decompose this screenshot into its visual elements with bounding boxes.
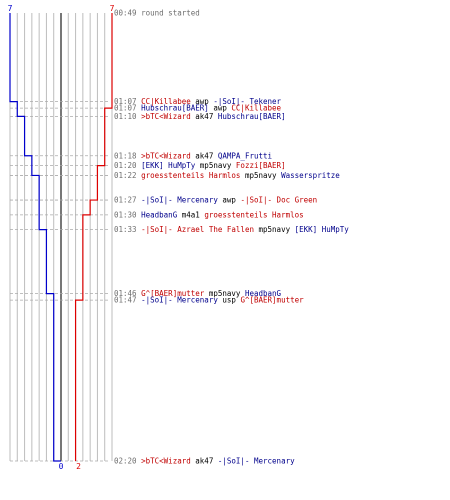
event-victim: groesstenteils Harmlos xyxy=(204,210,303,219)
event-weapon: awp xyxy=(191,97,214,106)
event-weapon: m4a1 xyxy=(177,210,204,219)
event-time: 01:47 xyxy=(114,296,141,305)
event-entry: 01:07 Hubschrau[BAER] awp CC|Killabee xyxy=(114,104,282,113)
event-weapon: awp xyxy=(209,104,232,113)
event-killer: >bTC<Wizard xyxy=(141,457,191,466)
event-victim: Hubschrau[BAER] xyxy=(218,112,286,121)
event-victim: HeadbanG xyxy=(245,289,282,298)
event-weapon: mp5navy xyxy=(195,161,236,170)
red-team-line xyxy=(74,13,113,461)
event-entry: 01:20 [EKK] HuMpTy mp5navy Fozzi[BAER] xyxy=(114,161,286,170)
event-time: 01:18 xyxy=(114,151,141,160)
event-time: 01:46 xyxy=(114,289,141,298)
event-killer: [EKK] HuMpTy xyxy=(141,161,196,170)
event-time: 01:30 xyxy=(114,210,141,219)
event-weapon: ak47 xyxy=(191,457,218,466)
event-log: 00:49 round started 01:07 CC|Killabee awp… xyxy=(114,9,349,466)
event-time: 01:07 xyxy=(114,104,141,113)
event-weapon: usp xyxy=(218,296,241,305)
blue-team-line xyxy=(9,13,61,462)
event-weapon: mp5navy xyxy=(204,289,245,298)
event-entry: 01:18 >bTC<Wizard ak47 QAMPA_Frutti xyxy=(114,151,272,160)
player-count-grid xyxy=(9,13,113,461)
event-victim: -|SoI|- Tekener xyxy=(213,97,281,106)
event-entry: 01:47 -|SoI|- Mercenary usp G^[BAER]mutt… xyxy=(114,296,304,305)
event-victim: -|SoI|- Doc Green xyxy=(240,196,317,205)
event-weapon: ak47 xyxy=(191,112,218,121)
event-killer: HeadbanG xyxy=(141,210,178,219)
count-labels: 7 7 0 2 xyxy=(8,4,115,471)
event-weapon: mp5navy xyxy=(254,225,295,234)
event-killer: -|SoI|- Mercenary xyxy=(141,196,218,205)
event-time: 01:27 xyxy=(114,196,141,205)
event-victim: -|SoI|- Mercenary xyxy=(218,457,295,466)
event-entry: 01:30 HeadbanG m4a1 groesstenteils Harml… xyxy=(114,210,304,219)
event-message: round started xyxy=(141,9,200,18)
event-killer: >bTC<Wizard xyxy=(141,112,191,121)
event-victim: [EKK] HuMpTy xyxy=(295,225,350,234)
event-entry: 01:33 -|SoI|- Azrael The Fallen mp5navy … xyxy=(114,225,349,234)
team-lines xyxy=(9,13,113,462)
event-entry: 01:07 CC|Killabee awp -|SoI|- Tekener xyxy=(114,97,282,106)
event-time: 01:20 xyxy=(114,161,141,170)
event-victim: Wasserspritze xyxy=(281,171,340,180)
event-killer: CC|Killabee xyxy=(141,97,191,106)
event-weapon: ak47 xyxy=(191,151,218,160)
event-time: 00:49 xyxy=(114,9,141,18)
event-weapon: awp xyxy=(218,196,241,205)
blue-final-count: 0 xyxy=(59,462,64,471)
event-entry: 01:46 G^[BAER]mutter mp5navy HeadbanG xyxy=(114,289,282,298)
event-victim: CC|Killabee xyxy=(231,104,281,113)
blue-start-count: 7 xyxy=(8,4,13,13)
event-time: 01:22 xyxy=(114,171,141,180)
event-time: 01:33 xyxy=(114,225,141,234)
event-entry: 01:22 groesstenteils Harmlos mp5navy Was… xyxy=(114,171,340,180)
event-killer: Hubschrau[BAER] xyxy=(141,104,209,113)
event-killer: >bTC<Wizard xyxy=(141,151,191,160)
event-time: 01:07 xyxy=(114,97,141,106)
event-time: 01:10 xyxy=(114,112,141,121)
event-time: 02:20 xyxy=(114,457,141,466)
event-entry: 02:20 >bTC<Wizard ak47 -|SoI|- Mercenary xyxy=(114,457,295,466)
event-victim: G^[BAER]mutter xyxy=(240,296,304,305)
event-killer: -|SoI|- Mercenary xyxy=(141,296,218,305)
event-entry: 01:10 >bTC<Wizard ak47 Hubschrau[BAER] xyxy=(114,112,286,121)
event-killer: groesstenteils Harmlos xyxy=(141,171,240,180)
event-victim: Fozzi[BAER] xyxy=(236,161,286,170)
red-start-count: 7 xyxy=(110,4,115,13)
event-weapon: mp5navy xyxy=(240,171,281,180)
event-entry: 00:49 round started xyxy=(114,9,200,18)
red-final-count: 2 xyxy=(76,462,81,471)
event-victim: QAMPA_Frutti xyxy=(218,151,272,160)
event-entry: 01:27 -|SoI|- Mercenary awp -|SoI|- Doc … xyxy=(114,196,317,205)
event-killer: -|SoI|- Azrael The Fallen xyxy=(141,225,254,234)
event-killer: G^[BAER]mutter xyxy=(141,289,205,298)
